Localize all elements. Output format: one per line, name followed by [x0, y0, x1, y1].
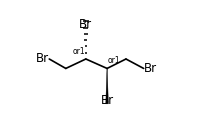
Polygon shape — [106, 68, 108, 104]
Text: Br: Br — [101, 94, 114, 107]
Text: or1: or1 — [108, 57, 120, 65]
Text: Br: Br — [144, 62, 157, 75]
Text: or1: or1 — [73, 47, 85, 56]
Text: Br: Br — [36, 53, 49, 65]
Text: Br: Br — [79, 18, 92, 31]
